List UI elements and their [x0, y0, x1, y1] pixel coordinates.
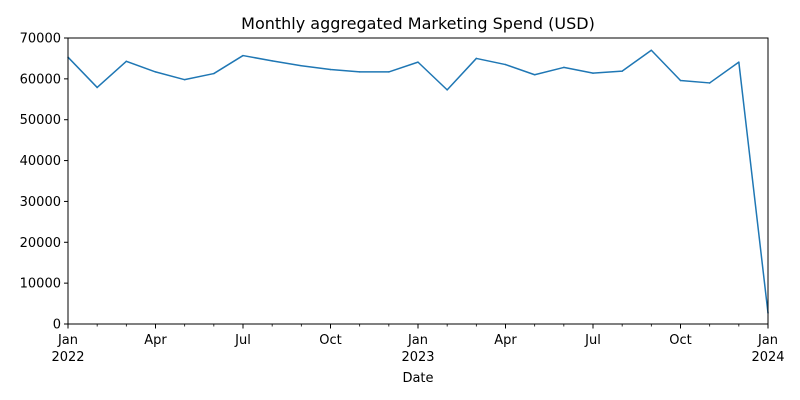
data-point-2022-02: [96, 87, 98, 89]
data-point-2022-09: [301, 65, 303, 67]
x-tick-label: Apr: [494, 333, 517, 348]
data-point-2023-04: [505, 64, 507, 66]
data-point-2023-01: [417, 61, 419, 63]
x-axis-label: Date: [402, 371, 433, 386]
data-point-2023-10: [680, 80, 682, 82]
series-line-0: [68, 50, 768, 313]
x-tick-label: Jan: [757, 333, 778, 348]
x-tick-label: Jul: [584, 333, 601, 348]
x-tick-label: Jul: [234, 333, 251, 348]
x-tick-year-label: 2024: [751, 350, 784, 365]
x-tick-label: Jan: [407, 333, 428, 348]
data-point-2023-05: [534, 74, 536, 76]
data-point-2022-03: [126, 61, 128, 63]
y-tick-label: 30000: [20, 195, 61, 210]
data-point-2022-08: [271, 60, 273, 62]
x-tick-label: Oct: [669, 333, 691, 348]
data-point-2023-09: [651, 50, 653, 52]
data-point-2022-10: [330, 69, 332, 71]
plot-frame: [68, 38, 768, 324]
data-point-2022-07: [242, 55, 244, 57]
plot-series-layer: [67, 50, 769, 314]
data-point-2023-07: [592, 72, 594, 74]
chart-title: Monthly aggregated Marketing Spend (USD): [241, 14, 595, 33]
data-point-2022-06: [213, 73, 215, 75]
x-tick-label: Apr: [144, 333, 167, 348]
y-tick-label: 10000: [20, 277, 61, 292]
data-point-2023-02: [446, 89, 448, 91]
y-tick-label: 70000: [20, 32, 61, 47]
y-tick-label: 50000: [20, 113, 61, 128]
x-tick-year-label: 2022: [51, 350, 84, 365]
y-tick-label: 20000: [20, 236, 61, 251]
x-tick-label: Jan: [57, 333, 78, 348]
y-axis: 0 10000 20000 30000 40000 50000 60000 70000: [20, 32, 68, 333]
x-axis: Jan 2022 Apr Jul Oct Jan 2023 Apr Jul Oct Jan 2024: [51, 324, 784, 365]
data-point-2023-08: [621, 70, 623, 72]
data-point-2022-05: [184, 79, 186, 81]
data-point-2022-12: [388, 71, 390, 73]
x-tick-label: Oct: [319, 333, 341, 348]
data-point-2022-11: [359, 71, 361, 73]
x-tick-year-label: 2023: [401, 350, 434, 365]
y-tick-label: 60000: [20, 72, 61, 87]
y-tick-label: 40000: [20, 154, 61, 169]
data-point-2023-12: [738, 61, 740, 63]
data-point-2022-04: [155, 71, 157, 73]
y-tick-label: 0: [53, 318, 61, 333]
data-point-2023-06: [563, 67, 565, 69]
data-point-2023-11: [709, 82, 711, 84]
data-point-2023-03: [476, 58, 478, 60]
